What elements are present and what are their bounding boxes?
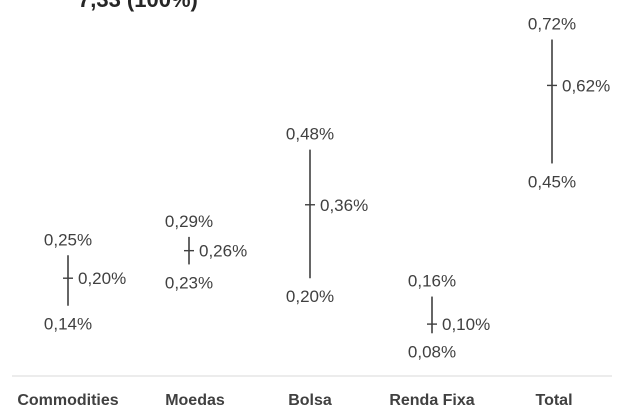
chart-title-fragment: 7,33 (100%) — [78, 0, 198, 12]
category-label-4: Renda Fixa — [389, 392, 474, 409]
high-label-5: 0,72% — [528, 15, 576, 34]
mid-label-1: 0,20% — [78, 269, 126, 288]
high-label-4: 0,16% — [408, 272, 456, 291]
high-label-1: 0,25% — [44, 230, 92, 249]
low-label-1: 0,14% — [44, 315, 92, 334]
category-label-2: Moedas — [165, 392, 225, 409]
high-label-3: 0,48% — [286, 125, 334, 144]
category-label-3: Bolsa — [288, 392, 332, 409]
high-label-2: 0,29% — [165, 212, 213, 231]
low-label-3: 0,20% — [286, 287, 334, 306]
mid-label-4: 0,10% — [442, 315, 490, 334]
category-label-1: Commodities — [17, 392, 118, 409]
mid-label-2: 0,26% — [199, 242, 247, 261]
low-label-2: 0,23% — [165, 273, 213, 292]
low-label-5: 0,45% — [528, 172, 576, 191]
mid-label-5: 0,62% — [562, 76, 610, 95]
mid-label-3: 0,36% — [320, 196, 368, 215]
category-label-5: Total — [535, 392, 572, 409]
low-label-4: 0,08% — [408, 342, 456, 361]
